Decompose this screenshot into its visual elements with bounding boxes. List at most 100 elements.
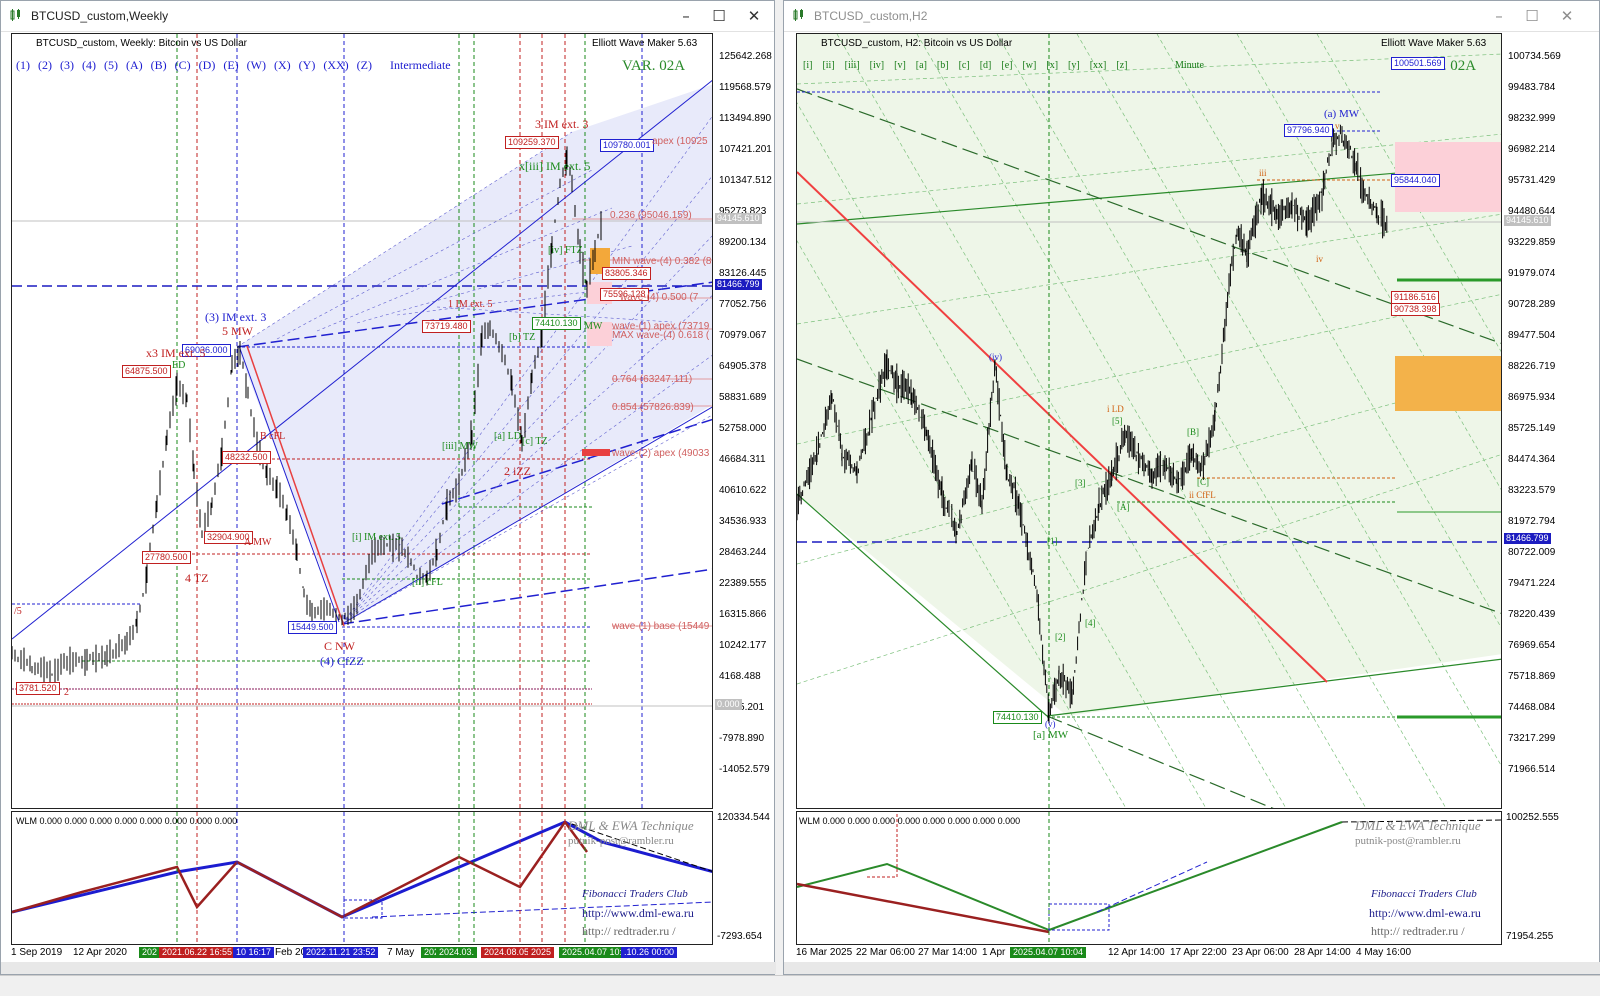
- price-label: 89200.134: [719, 237, 767, 248]
- wave-button[interactable]: (5): [104, 58, 118, 72]
- wave-label: [2]: [1055, 632, 1066, 642]
- price-label: 119568.579: [719, 82, 772, 93]
- wave-line-red: [797, 882, 1050, 934]
- title-bar[interactable]: BTCUSD_custom,Weekly – ☐ ✕: [1, 1, 774, 32]
- wave-label: [3]: [1075, 478, 1086, 488]
- wave-label: [iii] MW: [442, 441, 478, 452]
- title-bar[interactable]: BTCUSD_custom,H2 – ☐ ✕: [784, 1, 1599, 32]
- dml-link[interactable]: http://www.dml-ewa.ru: [582, 906, 694, 920]
- main-chart-h2[interactable]: BTCUSD_custom, H2: Bitcoin vs US Dollar …: [796, 33, 1502, 809]
- current-price-tag: 94145.610: [715, 213, 762, 224]
- close-button[interactable]: ✕: [1560, 7, 1574, 25]
- wave-button[interactable]: [e]: [1001, 60, 1013, 71]
- wave-degree-buttons[interactable]: [i] [ii] [iii] [iv] [v] [a] [b] [c] [d] [e] [w] [x]…: [803, 60, 1137, 71]
- fan-line: [341, 295, 712, 625]
- wave-button[interactable]: [i]: [803, 60, 813, 71]
- indicator-axis-top: 120334.544: [717, 812, 770, 823]
- watermark-technique: DML & EWA Technique: [1355, 818, 1481, 833]
- wave-button[interactable]: (D): [198, 58, 216, 72]
- wave-button[interactable]: [iv]: [869, 60, 885, 71]
- wave-button[interactable]: [y]: [1068, 60, 1080, 71]
- price-label: 52758.000: [719, 423, 767, 434]
- wave-button[interactable]: [z]: [1116, 60, 1128, 71]
- chart-window-h2[interactable]: BTCUSD_custom,H2 – ☐ ✕ BTCUSD_custom, H2…: [783, 0, 1600, 975]
- wave-button[interactable]: [a]: [915, 60, 927, 71]
- wave-button[interactable]: (XX): [323, 58, 349, 72]
- price-label: 79471.224: [1508, 578, 1556, 589]
- wave-degree-buttons[interactable]: (1) (2) (3) (4) (5) (A) (B) (C) (D) (E) (W) (X) (Y) (…: [16, 58, 380, 73]
- fan-line: [341, 414, 712, 625]
- trend-line: [797, 493, 1048, 717]
- wave-label: ED: [172, 360, 186, 371]
- maximize-button[interactable]: ☐: [1525, 7, 1539, 25]
- wave-button[interactable]: (1): [16, 58, 30, 72]
- horizontal-scrollbar[interactable]: [1, 962, 776, 974]
- wave-button[interactable]: (Y): [298, 58, 316, 72]
- price-label: 96982.214: [1508, 144, 1556, 155]
- redtrader-link[interactable]: http:// redtrader.ru /: [582, 924, 676, 938]
- fib-label: 0.764 (63247.111): [612, 374, 693, 385]
- wave-button[interactable]: [v]: [894, 60, 906, 71]
- trend-line: [371, 901, 712, 918]
- degree-label[interactable]: Minute: [1175, 60, 1204, 71]
- wave-button[interactable]: [c]: [958, 60, 970, 71]
- wave-button[interactable]: (X): [274, 58, 291, 72]
- fan-line: [1076, 34, 1501, 766]
- chart-icon: [793, 9, 803, 21]
- wave-button[interactable]: (A): [126, 58, 143, 72]
- price-box: 100501.569: [1391, 57, 1445, 70]
- price-box: 3781.520: [16, 682, 60, 695]
- fib-label: MAX wave-(4) 0.618 (: [612, 330, 710, 341]
- wave-button[interactable]: (E): [223, 58, 239, 72]
- wave-button[interactable]: (4): [82, 58, 96, 72]
- wave-button[interactable]: [w]: [1022, 60, 1037, 71]
- minimize-button[interactable]: –: [1495, 7, 1503, 25]
- indicator-plot: [12, 812, 712, 944]
- wave-button[interactable]: [x]: [1046, 60, 1059, 71]
- chart-tabs-bar[interactable]: [0, 975, 1600, 996]
- indicator-window-h2[interactable]: WLM 0.000 0.000 0.000 0.000 0.000 0.000 …: [796, 811, 1502, 945]
- target-zone: [1395, 356, 1501, 411]
- swing-line: [238, 345, 340, 623]
- zone-box: [1048, 903, 1110, 931]
- wave-button[interactable]: (W): [246, 58, 266, 72]
- price-label: 10242.177: [719, 640, 767, 651]
- redtrader-link[interactable]: http:// redtrader.ru /: [1371, 924, 1465, 938]
- wave-button[interactable]: (C): [174, 58, 191, 72]
- trend-line: [797, 88, 1501, 344]
- horizontal-scrollbar[interactable]: [784, 962, 1600, 974]
- wave-button[interactable]: [ii]: [822, 60, 835, 71]
- wave-button[interactable]: [d]: [979, 60, 992, 71]
- wave-button[interactable]: [xx]: [1089, 60, 1107, 71]
- wave-button[interactable]: (Z): [356, 58, 372, 72]
- fan-line: [797, 294, 1501, 445]
- main-chart-weekly[interactable]: BTCUSD_custom, Weekly: Bitcoin vs US Dol…: [11, 33, 713, 809]
- close-button[interactable]: ✕: [747, 7, 761, 25]
- minimize-button[interactable]: –: [682, 7, 690, 25]
- variant-label: VAR. 02A: [622, 58, 686, 74]
- time-axis[interactable]: 16 Mar 2025 22 Mar 06:00 27 Mar 14:00 1 Apr…: [796, 947, 1502, 963]
- wave-button[interactable]: [b]: [936, 60, 949, 71]
- price-box: 109780.001: [600, 139, 654, 152]
- chart-window-weekly[interactable]: BTCUSD_custom,Weekly – ☐ ✕ BTCUSD_custom…: [0, 0, 776, 975]
- dml-link[interactable]: http://www.dml-ewa.ru: [1369, 906, 1481, 920]
- price-axis[interactable]: 125642.268 119568.579 113494.890 107421.201…: [715, 33, 775, 809]
- wave-button[interactable]: (3): [60, 58, 74, 72]
- channel-fill: [237, 84, 712, 624]
- wave-button[interactable]: (2): [38, 58, 52, 72]
- indicator-window-weekly[interactable]: WLM 0.000 0.000 0.000 0.000 0.000 0.000 …: [11, 811, 713, 945]
- wave-button[interactable]: [iii]: [844, 60, 860, 71]
- price-axis[interactable]: 100734.569 99483.784 98232.999 96982.214 957…: [1504, 33, 1600, 809]
- wave-label: iv: [1316, 254, 1324, 264]
- wave-line-red: [12, 819, 589, 919]
- window-title: BTCUSD_custom,H2: [814, 9, 928, 23]
- wave-label: [i] IM ext. 5: [352, 532, 401, 543]
- wave-label: (a) MW: [1324, 108, 1360, 120]
- degree-label[interactable]: Intermediate: [390, 58, 451, 72]
- maximize-button[interactable]: ☐: [712, 7, 726, 25]
- trend-line: [797, 163, 1501, 225]
- price-label: 75718.869: [1508, 671, 1556, 682]
- price-label: 77052.756: [719, 299, 767, 310]
- time-axis[interactable]: 1 Sep 2019 12 Apr 2020 Feb 20 7 May 202 2021.…: [11, 947, 713, 963]
- wave-button[interactable]: (B): [150, 58, 167, 72]
